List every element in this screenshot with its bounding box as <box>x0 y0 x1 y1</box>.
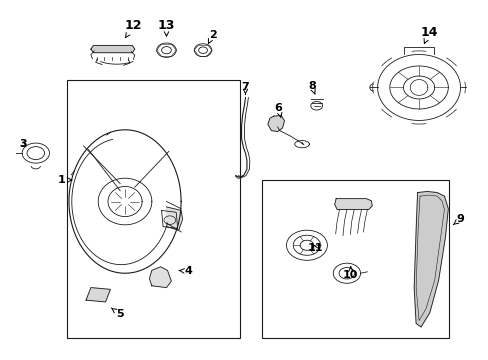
Polygon shape <box>149 267 171 288</box>
Bar <box>261 180 448 338</box>
Text: 12: 12 <box>124 19 142 38</box>
Polygon shape <box>91 45 135 53</box>
Text: 11: 11 <box>307 243 322 253</box>
Text: 9: 9 <box>452 215 463 225</box>
Text: 6: 6 <box>274 103 282 117</box>
Text: 13: 13 <box>158 19 175 36</box>
Polygon shape <box>334 199 371 210</box>
Polygon shape <box>166 207 182 230</box>
Text: 3: 3 <box>19 139 27 149</box>
Text: 4: 4 <box>179 266 192 276</box>
Text: 5: 5 <box>111 308 124 319</box>
Polygon shape <box>86 288 110 302</box>
Text: 7: 7 <box>241 82 249 95</box>
Text: 8: 8 <box>307 81 315 94</box>
Text: 14: 14 <box>419 27 437 44</box>
Polygon shape <box>267 116 284 132</box>
Polygon shape <box>413 192 447 327</box>
Bar <box>66 80 239 338</box>
Text: 1: 1 <box>58 175 72 185</box>
Text: 10: 10 <box>343 267 358 280</box>
Text: 2: 2 <box>208 30 216 44</box>
